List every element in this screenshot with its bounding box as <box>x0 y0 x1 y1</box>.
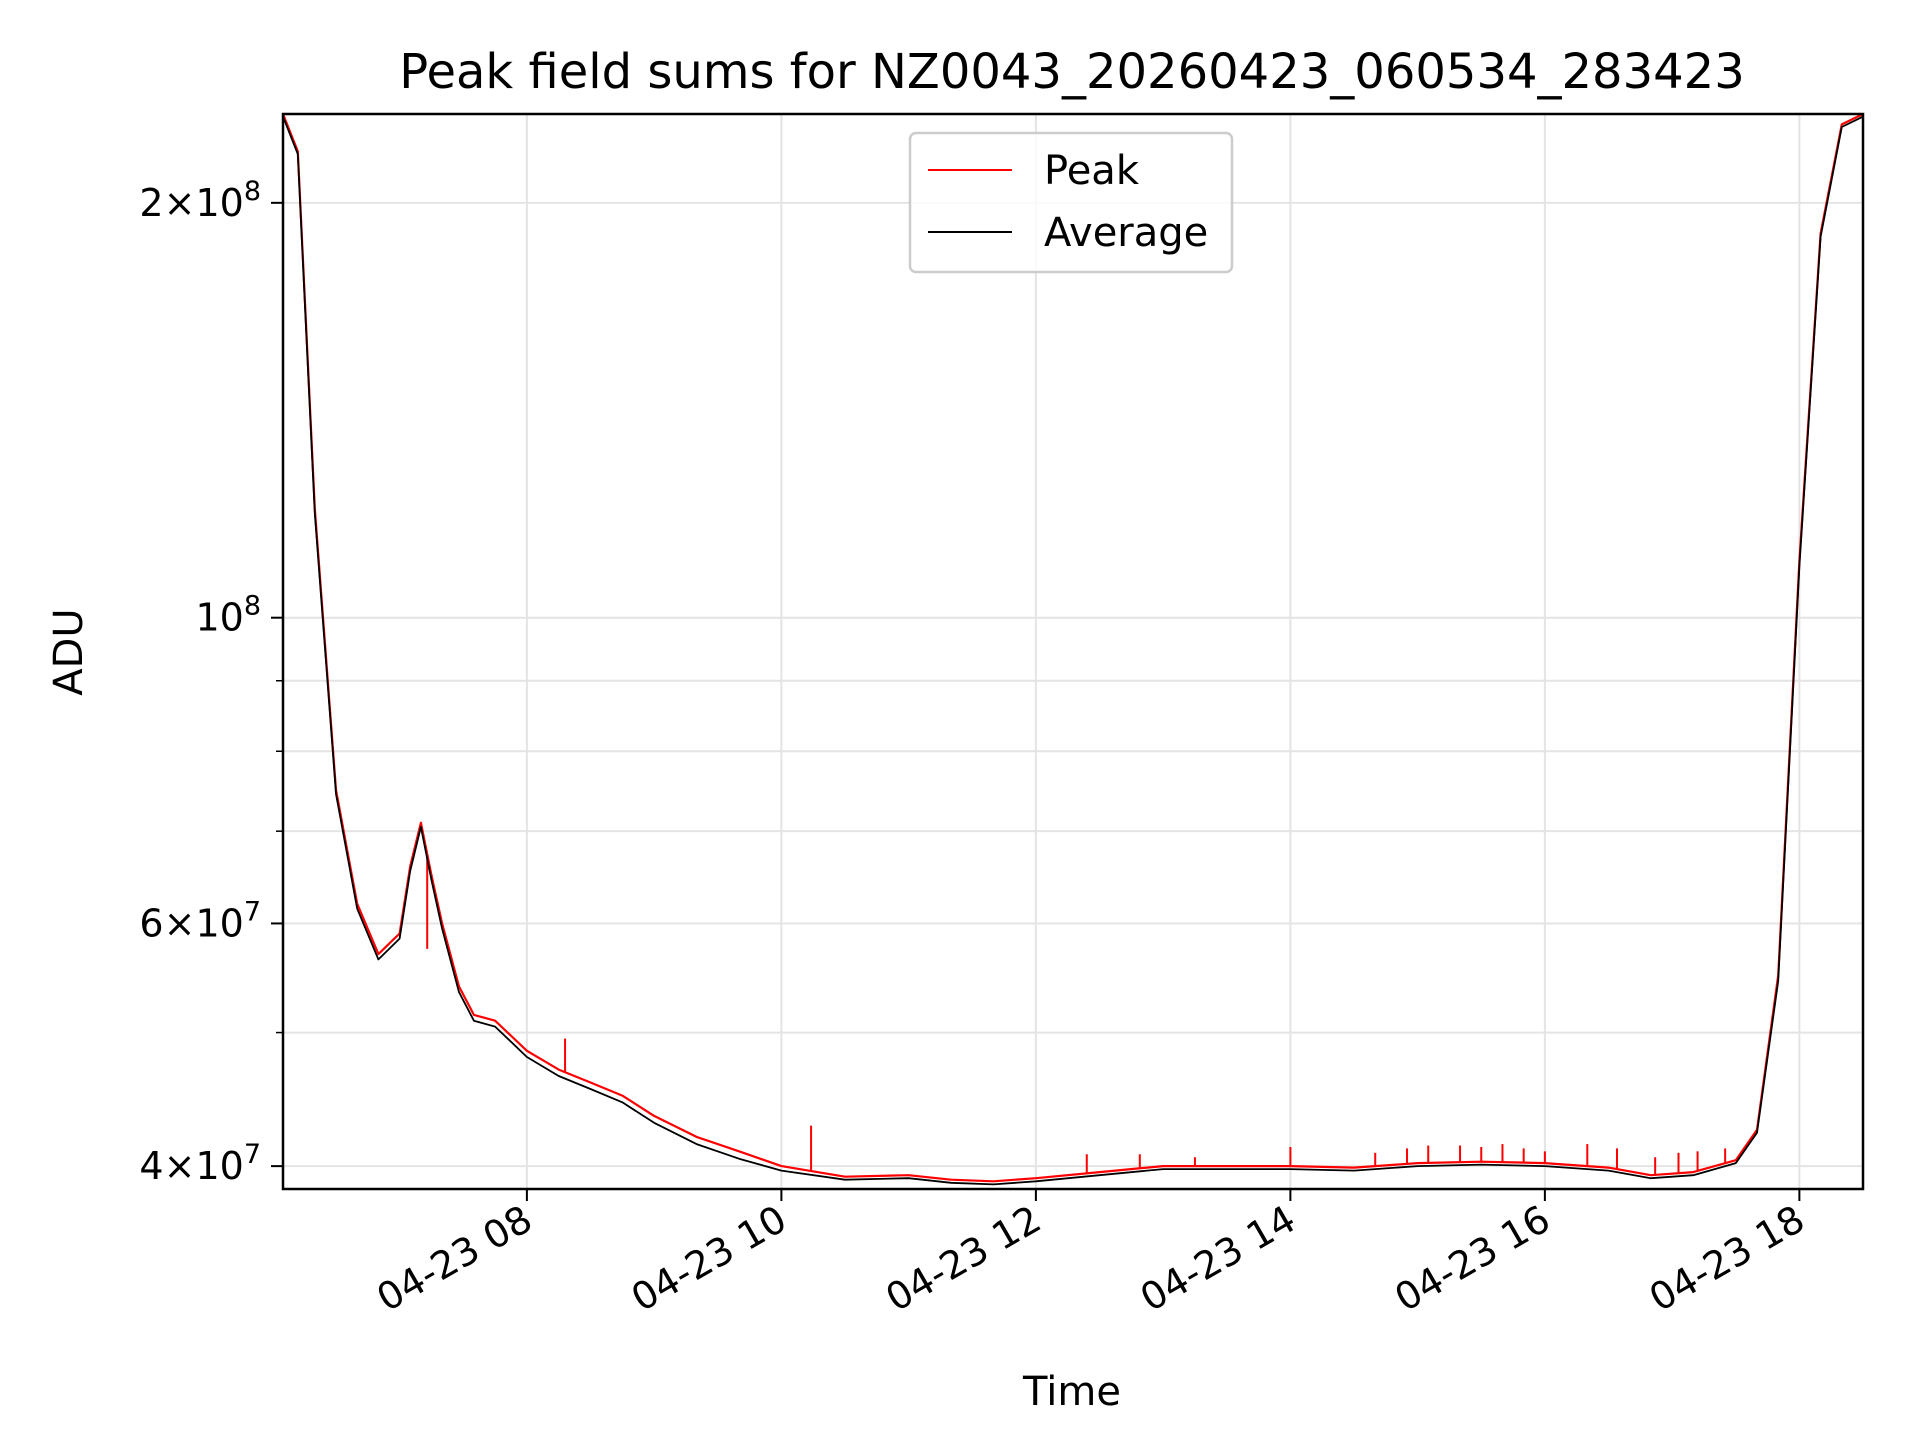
y-tick-label: 108 <box>195 591 261 640</box>
y-tick-exponent: 7 <box>244 1139 261 1170</box>
y-tick-exponent: 7 <box>244 896 261 927</box>
y-tick-label: 6×107 <box>139 896 261 945</box>
y-tick-operator: × <box>164 1144 196 1188</box>
chart-title: Peak field sums for NZ0043_20260423_0605… <box>399 44 1745 100</box>
y-tick-exponent: 8 <box>244 591 261 622</box>
legend-label-average: Average <box>1044 210 1208 256</box>
y-tick-operator: × <box>164 181 196 225</box>
y-tick-base: 10 <box>195 901 243 945</box>
y-tick-exponent: 8 <box>244 176 261 207</box>
y-tick-operator: × <box>164 901 196 945</box>
y-tick-base: 10 <box>195 596 243 640</box>
y-tick-label: 2×108 <box>139 176 261 225</box>
legend-label-peak: Peak <box>1044 148 1140 194</box>
plot-frame <box>281 112 1865 1191</box>
y-tick-label: 4×107 <box>139 1139 261 1188</box>
y-tick-mantissa: 4 <box>139 1144 163 1188</box>
y-axis-label: ADU <box>46 608 92 695</box>
y-tick-base: 10 <box>195 1144 243 1188</box>
legend: Peak Average <box>908 131 1234 274</box>
y-tick-mantissa: 6 <box>139 901 163 945</box>
plot-series <box>283 114 1863 1186</box>
y-tick-base: 10 <box>195 181 243 225</box>
plot-area <box>283 114 1863 1186</box>
y-tick-mantissa: 2 <box>139 181 163 225</box>
series-line-average <box>283 115 1863 1186</box>
legend-box <box>908 131 1234 274</box>
x-axis-label: Time <box>1022 1369 1121 1415</box>
